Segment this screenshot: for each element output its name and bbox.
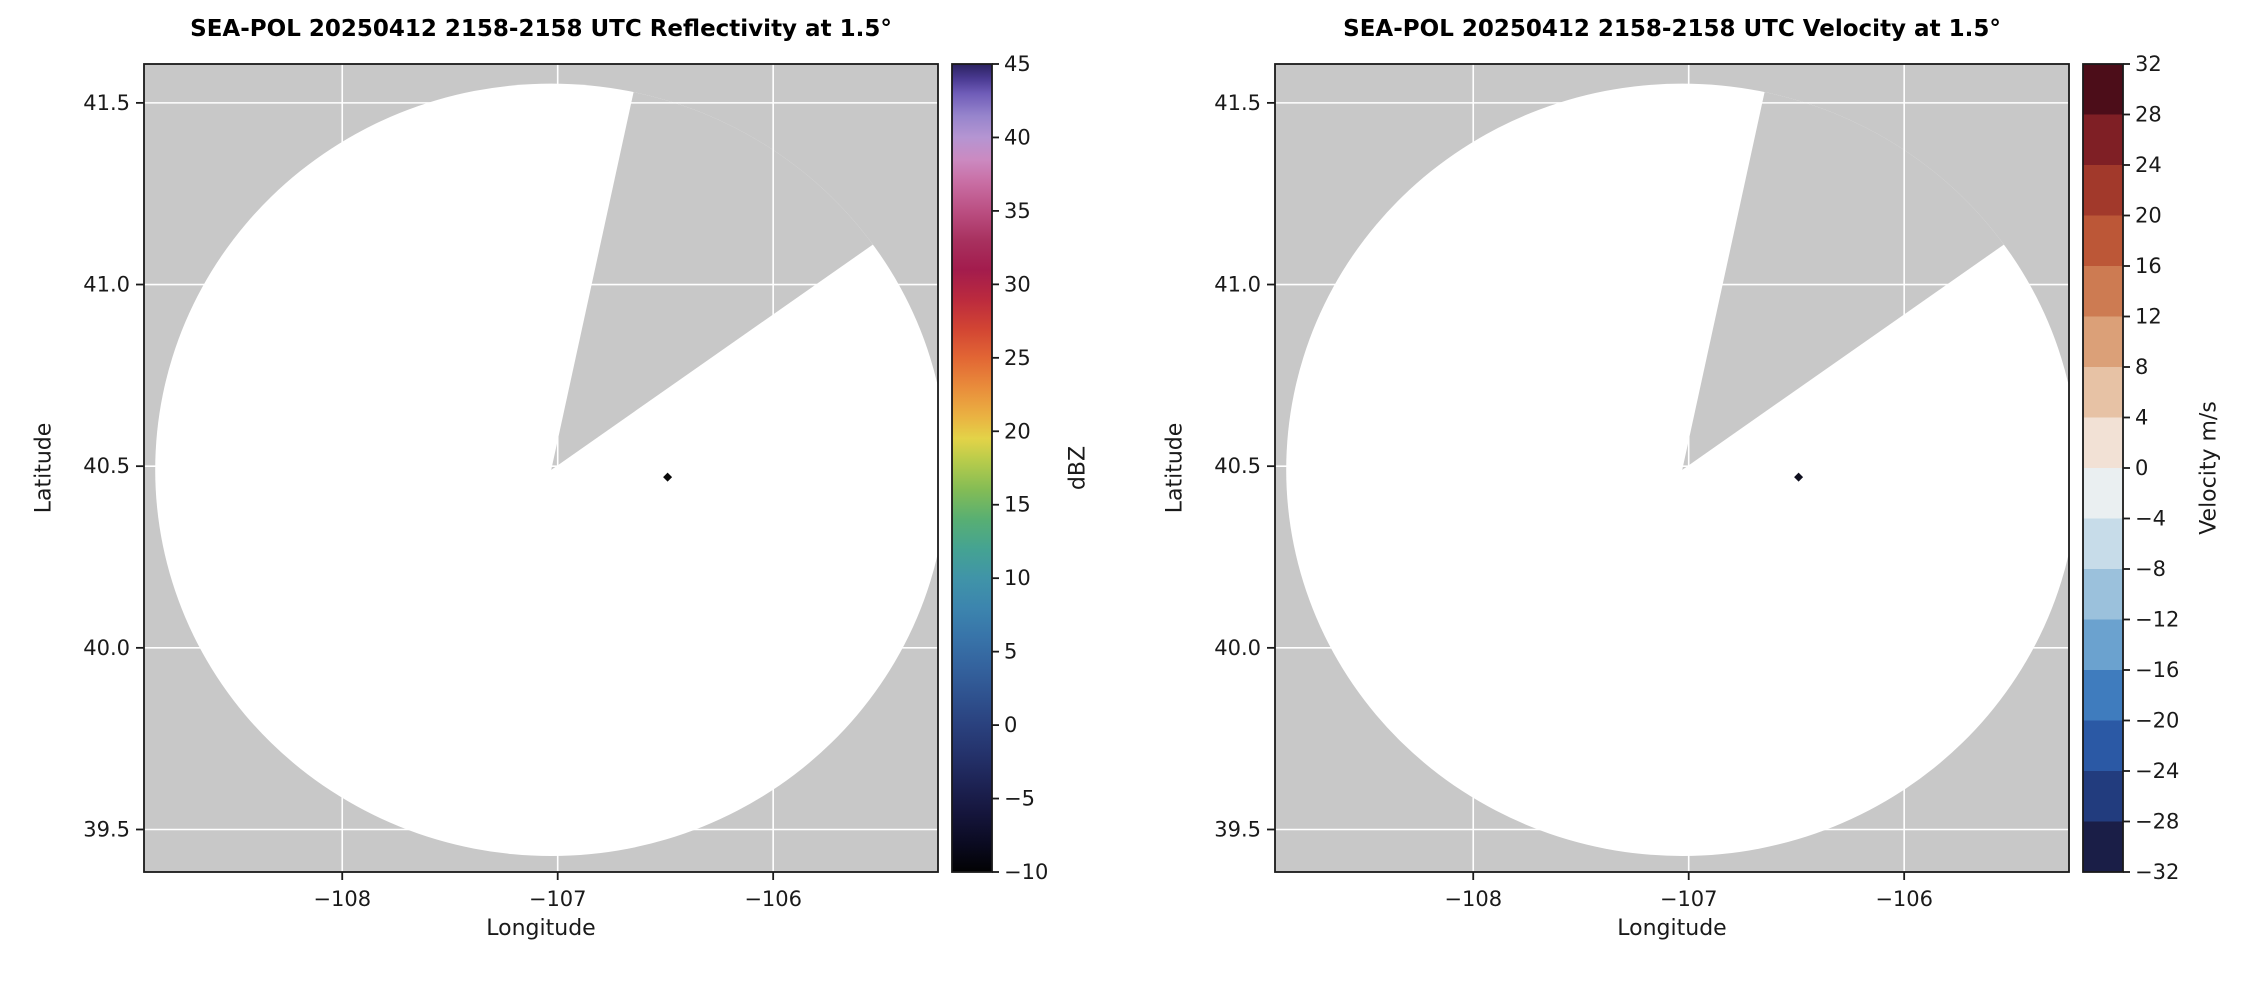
colorbar-frame bbox=[951, 63, 993, 873]
echo-point bbox=[1794, 472, 1804, 482]
colorbar-tick-label: 4 bbox=[2135, 406, 2148, 430]
velocity-y-axis-label: Latitude bbox=[1162, 422, 1188, 514]
colorbar-tick-label: 16 bbox=[2135, 254, 2162, 278]
colorbar-tick-label: −10 bbox=[1004, 860, 1048, 884]
blanked-sector bbox=[1682, 83, 2069, 470]
y-tick-label: 39.5 bbox=[1214, 817, 1261, 841]
colorbar-tick-label: 0 bbox=[1004, 713, 1017, 737]
colorbar-segment bbox=[2083, 165, 2123, 216]
colorbar-tick-label: 25 bbox=[1004, 346, 1031, 370]
y-tick-label: 41.5 bbox=[83, 91, 130, 115]
colorbar-tick-label: −20 bbox=[2135, 709, 2179, 733]
colorbar-tick-label: −16 bbox=[2135, 658, 2179, 682]
colorbar-reflectivity bbox=[952, 64, 992, 872]
colorbar-segment bbox=[2083, 316, 2123, 367]
colorbar-tick-label: −28 bbox=[2135, 810, 2179, 834]
y-tick-label: 40.0 bbox=[83, 636, 130, 660]
colorbar-segment bbox=[2083, 215, 2123, 266]
reflectivity-x-axis-label: Longitude bbox=[486, 916, 596, 941]
colorbar-tick-label: 5 bbox=[1004, 640, 1017, 664]
colorbar-segment bbox=[2083, 670, 2123, 721]
colorbar-tick-label: 0 bbox=[2135, 456, 2148, 480]
colorbar-tick-label: −4 bbox=[2135, 507, 2166, 531]
axes-frame bbox=[143, 63, 939, 873]
colorbar-tick-label: 35 bbox=[1004, 199, 1031, 223]
colorbar-tick-label: 24 bbox=[2135, 153, 2162, 177]
velocity-plot-area: −108 −107 −106 39.5 40.0 40.5 41.0 41.5 32 28 24 20… bbox=[1131, 0, 2262, 990]
reflectivity-y-axis-label: Latitude bbox=[31, 422, 57, 514]
x-tick-label: −106 bbox=[1875, 887, 1933, 911]
reflectivity-plot-area: −108 −107 −106 39.5 40.0 40.5 41.0 41.5 45 40 35 30… bbox=[0, 0, 1131, 990]
colorbar-tick-label: −12 bbox=[2135, 608, 2179, 632]
radar-ppi-reflectivity: −108 −107 −106 39.5 40.0 40.5 41.0 41.5 45 40 35 30… bbox=[83, 52, 1048, 911]
y-tick-label: 39.5 bbox=[83, 817, 130, 841]
colorbar-segment bbox=[2083, 518, 2123, 569]
colorbar-tick-label: 28 bbox=[2135, 103, 2162, 127]
reflectivity-plot-title: SEA-POL 20250412 2158-2158 UTC Reflectiv… bbox=[190, 16, 892, 42]
colorbar-segment bbox=[2083, 720, 2123, 771]
x-tick-label: −106 bbox=[744, 887, 802, 911]
colorbar-tick-label: −32 bbox=[2135, 860, 2179, 884]
radar-ppi-velocity: −108 −107 −106 39.5 40.0 40.5 41.0 41.5 32 28 24 20… bbox=[1214, 52, 2179, 911]
axes-frame bbox=[1274, 63, 2070, 873]
x-tick-label: −108 bbox=[313, 887, 371, 911]
velocity-colorbar-label: Velocity m/s bbox=[2196, 401, 2222, 535]
colorbar-tick-label: 15 bbox=[1004, 493, 1031, 517]
colorbar-segment bbox=[2083, 266, 2123, 317]
colorbar-segment bbox=[2083, 569, 2123, 620]
colorbar-segment bbox=[2083, 619, 2123, 670]
colorbar-tick-label: 32 bbox=[2135, 52, 2162, 76]
y-tick-label: 41.5 bbox=[1214, 91, 1261, 115]
colorbar-segment bbox=[2083, 64, 2123, 115]
colorbar-tick-label: 30 bbox=[1004, 272, 1031, 296]
colorbar-tick-label: 40 bbox=[1004, 125, 1031, 149]
panel-velocity: −108 −107 −106 39.5 40.0 40.5 41.0 41.5 32 28 24 20… bbox=[1131, 0, 2262, 990]
velocity-x-axis-label: Longitude bbox=[1617, 916, 1727, 941]
echo-point bbox=[663, 472, 673, 482]
colorbar-segment bbox=[2083, 771, 2123, 822]
colorbar-segment bbox=[2083, 468, 2123, 519]
colorbar-segment bbox=[2083, 417, 2123, 468]
panel-reflectivity: −108 −107 −106 39.5 40.0 40.5 41.0 41.5 45 40 35 30… bbox=[0, 0, 1131, 990]
colorbar-tick-label: 20 bbox=[2135, 204, 2162, 228]
colorbar-tick-label: 10 bbox=[1004, 566, 1031, 590]
velocity-plot-title: SEA-POL 20250412 2158-2158 UTC Velocity … bbox=[1343, 16, 2001, 42]
colorbar-segment bbox=[2083, 114, 2123, 165]
y-tick-label: 40.0 bbox=[1214, 636, 1261, 660]
x-tick-label: −107 bbox=[529, 887, 587, 911]
blanked-sector bbox=[551, 83, 938, 470]
x-tick-label: −108 bbox=[1444, 887, 1502, 911]
y-tick-label: 40.5 bbox=[83, 454, 130, 478]
colorbar-segment bbox=[2083, 821, 2123, 872]
x-tick-label: −107 bbox=[1660, 887, 1718, 911]
colorbar-tick-label: 45 bbox=[1004, 52, 1031, 76]
y-tick-label: 41.0 bbox=[1214, 273, 1261, 297]
colorbar-segment bbox=[2083, 367, 2123, 418]
colorbar-tick-label: −24 bbox=[2135, 759, 2179, 783]
colorbar-tick-label: −8 bbox=[2135, 557, 2166, 581]
y-tick-label: 40.5 bbox=[1214, 454, 1261, 478]
y-tick-label: 41.0 bbox=[83, 273, 130, 297]
colorbar-tick-label: 20 bbox=[1004, 419, 1031, 443]
colorbar-tick-label: 12 bbox=[2135, 305, 2162, 329]
colorbar-tick-label: 8 bbox=[2135, 355, 2148, 379]
colorbar-tick-label: −5 bbox=[1004, 787, 1035, 811]
reflectivity-colorbar-label: dBZ bbox=[1065, 445, 1091, 491]
